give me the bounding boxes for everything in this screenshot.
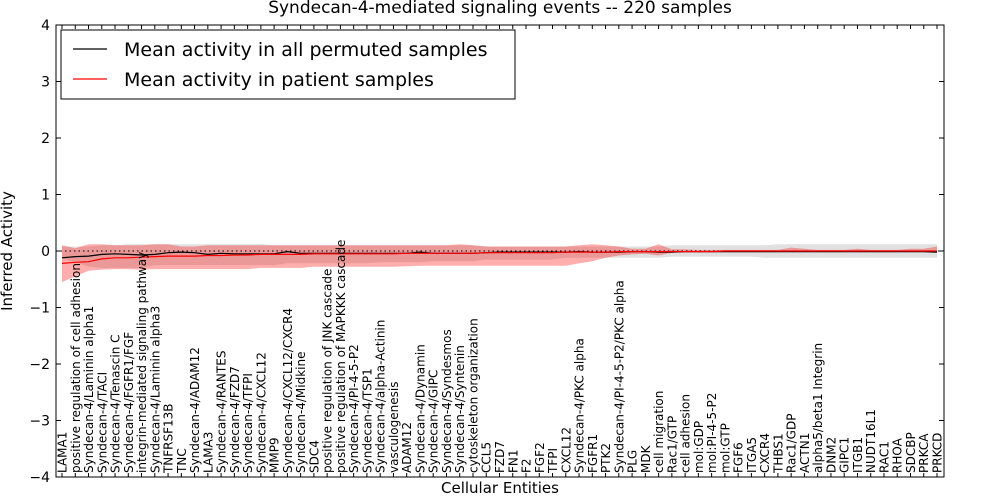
y-tick-label: −2 xyxy=(29,357,50,373)
x-tick-label: mol:GTP xyxy=(718,423,732,473)
x-tick-label: Syndecan-4/ADAM12 xyxy=(188,347,202,473)
x-tick-label: ACTN1 xyxy=(798,433,812,473)
x-tick-label: Syndecan-4/Dynamin xyxy=(414,344,428,473)
x-tick-label: Syndecan-4/GIPC xyxy=(427,370,441,473)
x-tick-label: CXCR4 xyxy=(758,433,772,473)
y-tick-label: 2 xyxy=(41,131,50,147)
x-tick-label: TNFRSF13B xyxy=(162,403,176,474)
x-tick-label: mol:PI-4-5-P2 xyxy=(705,393,719,473)
x-tick-label: cytoskeleton organization xyxy=(467,318,481,473)
y-tick-label: 3 xyxy=(41,75,50,91)
x-tick-label: LAMA3 xyxy=(201,432,215,473)
x-tick-label: vasculogenesis xyxy=(387,382,401,473)
x-tick-label: TNC xyxy=(175,448,189,474)
x-tick-label: integrin-mediated signaling pathway xyxy=(135,252,149,473)
x-tick-label: Syndecan-4/Syntenin xyxy=(453,345,467,473)
y-axis-label: Inferred Activity xyxy=(0,191,16,311)
x-tick-label: alpha5/beta1 Integrin xyxy=(811,343,825,473)
y-tick-label: 4 xyxy=(41,18,50,34)
x-tick-label: Syndecan-4/Laminin alpha3 xyxy=(148,306,162,473)
chart-title: Syndecan-4-mediated signaling events -- … xyxy=(268,0,732,18)
x-tick-label: Syndecan-4/RANTES xyxy=(215,351,229,473)
x-tick-label: Syndecan-4/Laminin alpha1 xyxy=(82,306,96,473)
y-tick-label: −3 xyxy=(29,414,50,430)
legend-permuted-label: Mean activity in all permuted samples xyxy=(124,39,487,61)
x-tick-label: Syndecan-4/PI-4-5-P2/PKC alpha xyxy=(612,280,626,473)
x-tick-label: LAMA1 xyxy=(56,432,70,473)
x-tick-label: PTK2 xyxy=(599,443,613,473)
patient-mean-line xyxy=(61,250,937,264)
x-tick-label: ITGA5 xyxy=(745,437,759,473)
x-tick-label: F2 xyxy=(520,458,534,473)
y-tick-label: 1 xyxy=(41,188,50,204)
x-tick-label: positive regulation of JNK cascade xyxy=(321,269,335,473)
x-tick-label: ITGB1 xyxy=(851,437,865,473)
x-tick-label: FZD7 xyxy=(493,441,507,473)
x-tick-label: Syndecan-4/Syndesmos xyxy=(440,329,454,473)
x-tick-label: FGF6 xyxy=(732,442,746,473)
x-tick-label: NUDT16L1 xyxy=(864,409,878,473)
x-tick-label: Syndecan-4/Tenascin C xyxy=(109,334,123,473)
y-tick-label: −4 xyxy=(29,470,50,486)
x-tick-label: positive regulation of cell adhesion xyxy=(69,263,83,473)
x-tick-label: Syndecan-4/TSP1 xyxy=(360,368,374,473)
x-tick-label: Syndecan-4/TFPI xyxy=(241,373,255,473)
x-tick-label: MDK xyxy=(639,444,653,473)
legend-box xyxy=(60,29,516,100)
x-tick-label: THBS1 xyxy=(771,433,785,474)
x-tick-label: MMP9 xyxy=(268,437,282,473)
x-tick-label: CXCL12 xyxy=(559,427,573,473)
x-tick-label: Syndecan-4/TACI xyxy=(95,372,109,473)
x-tick-label: SDC4 xyxy=(307,440,321,473)
x-tick-label: FGFR1 xyxy=(586,434,600,473)
x-tick-label: Syndecan-4/CXCL12/CXCR4 xyxy=(281,308,295,473)
x-tick-label: mol:GDP xyxy=(692,421,706,473)
x-tick-label: GIPC1 xyxy=(838,437,852,473)
x-tick-label: Syndecan-4/CXCL12 xyxy=(254,352,268,473)
x-tick-label: Syndecan-4/alpha-Actinin xyxy=(374,320,388,473)
x-axis-label: Cellular Entities xyxy=(441,479,559,497)
x-tick-label: Syndecan-4/Midkine xyxy=(294,351,308,472)
x-tick-label: FGF2 xyxy=(533,442,547,473)
x-tick-label: RHOA xyxy=(891,437,905,473)
y-axis: −4 −3 −2 −1 0 1 2 3 4 xyxy=(29,18,944,486)
x-axis: LAMA1 positive regulation of cell adhesio… xyxy=(56,25,945,477)
x-tick-label: Syndecan-4/PI-4-5-P2 xyxy=(347,344,361,473)
x-tick-label: SDCBP xyxy=(904,432,918,473)
x-tick-label: ADAM12 xyxy=(400,422,414,473)
x-tick-label: PRKCD xyxy=(931,433,945,473)
x-tick-label: RAC1 xyxy=(878,441,892,473)
x-tick-label: TFPI xyxy=(546,448,560,474)
x-tick-label: FN1 xyxy=(506,450,520,474)
permuted-spread-band xyxy=(62,244,937,268)
legend-patient-label: Mean activity in patient samples xyxy=(124,69,434,91)
x-tick-label: Rac1/GTP xyxy=(665,416,679,473)
x-tick-label: Syndecan-4/PKC alpha xyxy=(573,338,587,473)
x-tick-label: CCL5 xyxy=(480,442,494,473)
x-tick-label: PLG xyxy=(626,450,640,473)
legend: Mean activity in all permuted samples Me… xyxy=(60,29,516,100)
patient-spread-band xyxy=(62,244,937,283)
y-tick-label: −1 xyxy=(29,301,50,317)
x-tick-label: Rac1/GDP xyxy=(785,414,799,473)
x-tick-label: cell adhesion xyxy=(679,394,693,473)
y-tick-label: 0 xyxy=(41,244,50,260)
plot-area xyxy=(56,244,944,283)
x-tick-label: positive regulation of MAPKKK cascade xyxy=(334,240,348,473)
x-tick-label: PRKCA xyxy=(917,433,931,473)
x-tick-label: cell migration xyxy=(652,391,666,473)
x-tick-label: DNM2 xyxy=(824,437,838,473)
x-tick-label: Syndecan-4/FZD7 xyxy=(228,366,242,473)
x-tick-label: Syndecan-4/FGFR1/FGF xyxy=(122,332,136,473)
